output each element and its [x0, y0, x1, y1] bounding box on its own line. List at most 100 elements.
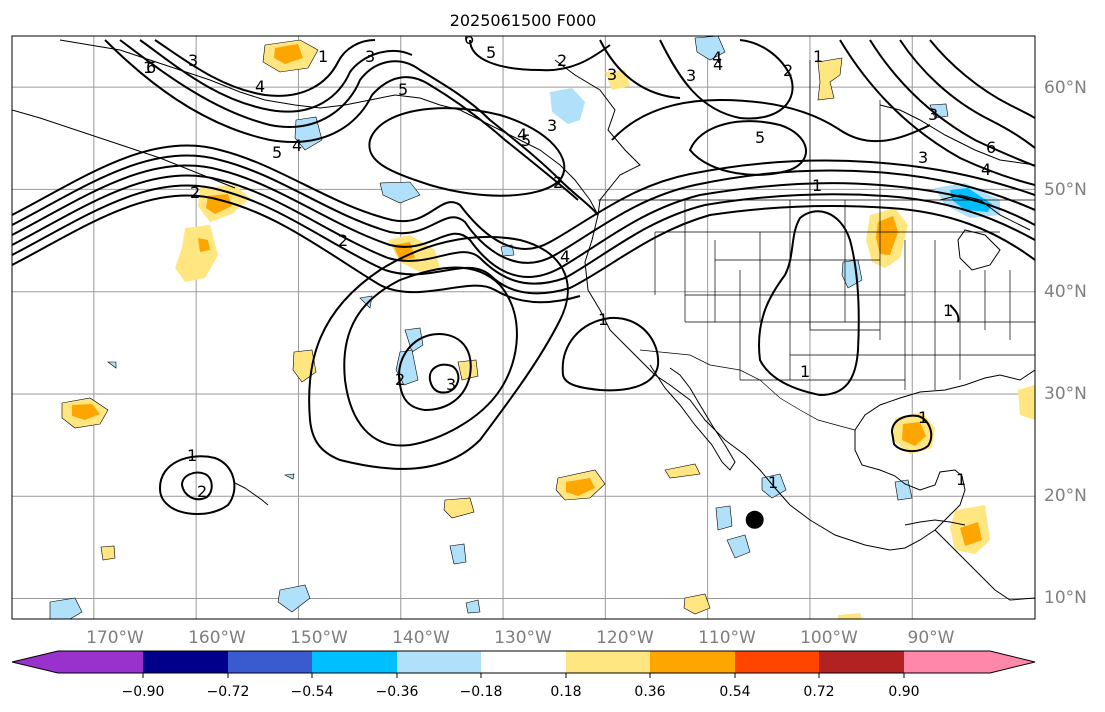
colorbar-band: [397, 651, 481, 673]
coastline-alaska: [59, 39, 599, 216]
fill-positive-strong: [274, 44, 303, 64]
contour-label: 3: [547, 116, 557, 135]
map-frame: [11, 35, 1036, 620]
contour-line: [758, 210, 860, 397]
contour-label: 6: [464, 29, 474, 48]
fill-negative: [49, 597, 83, 619]
fill-positive-strong: [72, 404, 100, 420]
coastline-cuba: [904, 519, 966, 526]
lon-label: 110°W: [698, 628, 756, 648]
contour-label: 4: [292, 136, 302, 155]
contour-line: [890, 414, 933, 452]
contour-line: [949, 304, 960, 323]
contour-line: [119, 39, 599, 216]
contour-line: [899, 39, 1035, 149]
contour-label: 2: [197, 482, 207, 501]
colorbar-tick-label: 0.90: [888, 684, 919, 700]
lon-label: 150°W: [290, 628, 348, 648]
contour-label: 3: [918, 148, 928, 167]
colorbar-band: [481, 651, 566, 673]
contour-lines: [12, 39, 1035, 515]
fill-positive: [683, 593, 711, 615]
contour-line: [659, 39, 794, 120]
fill-positive-strong: [566, 478, 595, 496]
latitude-labels: 60°N 50°N 40°N 30°N 20°N 10°N: [1044, 78, 1087, 608]
lat-label: 40°N: [1044, 282, 1087, 302]
contour-line: [154, 39, 376, 97]
colorbar: −0.90 −0.72 −0.54 −0.36 −0.18 0.18 0.36 0.54 0.7…: [11, 650, 1036, 700]
contour-label: 5: [272, 143, 282, 162]
lat-label: 30°N: [1044, 384, 1087, 404]
contour-line: [158, 455, 236, 515]
contour-label: 3: [607, 65, 617, 84]
coastline-baja: [649, 364, 736, 471]
fill-negative: [726, 534, 751, 559]
lon-label: 160°W: [188, 628, 246, 648]
contour-label: 2: [783, 61, 793, 80]
coastline-hawaii: [234, 482, 269, 506]
mexico-border: [639, 349, 856, 431]
contour-label: 2: [338, 231, 348, 250]
colorbar-band: [228, 651, 312, 673]
contour-label: 2: [557, 51, 567, 70]
contour-label: 1: [187, 446, 197, 465]
colorbar-tick-label: 0.54: [719, 684, 750, 700]
contour-label: 2: [395, 370, 405, 389]
coastline-central-america: [934, 529, 1035, 601]
contour-label: 3: [928, 105, 938, 124]
contour-line: [398, 333, 472, 412]
fill-positive: [100, 545, 116, 561]
colorbar-band: [819, 651, 904, 673]
contour-label: 4: [517, 125, 527, 144]
contour-line: [12, 174, 1035, 285]
colorbar-tick-label: 0.72: [803, 684, 834, 700]
contour-label: 1: [943, 301, 953, 320]
colorbar-tick-label: −0.90: [122, 684, 165, 700]
lon-label: 90°W: [908, 628, 955, 648]
colorbar-band: [735, 651, 819, 673]
contour-line: [12, 144, 1035, 250]
contour-label: 4: [255, 77, 265, 96]
contour-line: [688, 120, 807, 176]
contour-label: 6: [986, 138, 996, 157]
lat-label: 20°N: [1044, 486, 1087, 506]
contour-line: [139, 39, 413, 113]
fill-negative: [465, 599, 481, 614]
contour-label: 5: [521, 131, 531, 150]
contour-line: [428, 363, 460, 394]
coastline-north-america: [554, 59, 1035, 551]
fill-positive: [664, 463, 701, 479]
contour-line: [561, 316, 660, 392]
fill-positive: [1018, 385, 1035, 420]
storm-location-marker: [745, 510, 764, 529]
contour-line: [12, 194, 581, 304]
colorbar-band: [566, 651, 650, 673]
fill-negative: [404, 327, 424, 353]
contour-label: 4: [712, 48, 722, 67]
lon-label: 170°W: [86, 628, 144, 648]
contour-line: [12, 154, 1035, 264]
contour-line: [368, 107, 566, 197]
contour-line: [180, 471, 213, 501]
fill-negative: [929, 103, 949, 119]
contour-line: [469, 39, 611, 72]
contour-label: 5: [755, 128, 765, 147]
colorbar-tick-label: −0.36: [376, 684, 419, 700]
lon-label: 100°W: [800, 628, 858, 648]
colorbar-tick-label: −0.54: [291, 684, 334, 700]
contour-line: [12, 164, 1035, 278]
colorbar-tick-label: −0.72: [207, 684, 250, 700]
colorbar-extend-low: [12, 651, 58, 673]
colorbar-band: [143, 651, 228, 673]
contour-label: 2: [190, 183, 200, 202]
fill-positive-strong: [198, 238, 210, 252]
map-background: [12, 36, 1035, 619]
contour-label: 4: [981, 160, 991, 179]
contour-label: 1: [768, 473, 778, 492]
colorbar-band: [650, 651, 735, 673]
colorbar-tick-label: −0.18: [460, 684, 503, 700]
contour-label: 3: [446, 375, 456, 394]
lat-label: 10°N: [1044, 588, 1087, 608]
contour-label: 3: [365, 47, 375, 66]
